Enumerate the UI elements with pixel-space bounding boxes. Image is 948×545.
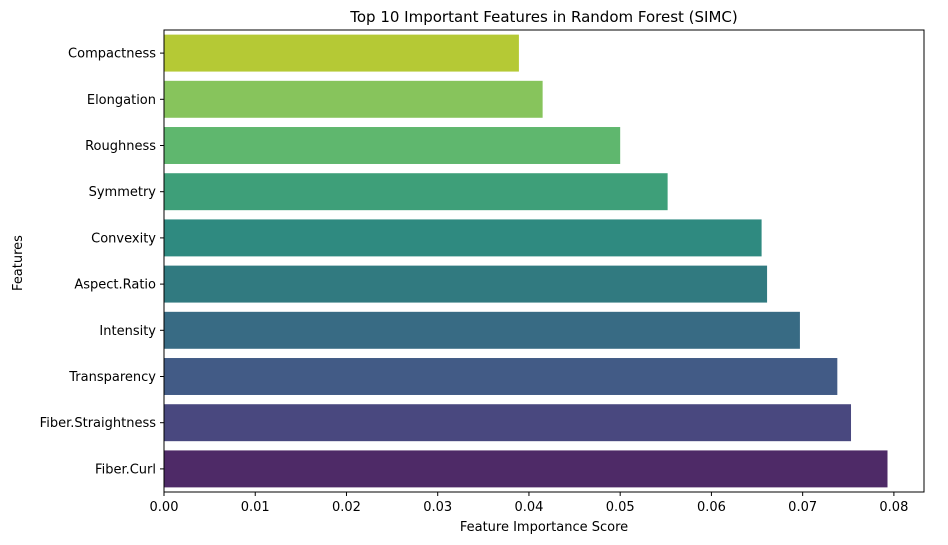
bar [164,219,762,257]
y-axis-ticks: Compactness Elongation Roughness Symmetry Co… [40,47,164,477]
chart-title: Top 10 Important Features in Random Fore… [349,8,738,26]
axes-frame [163,29,925,493]
bar [164,311,800,349]
y-tick-label: Aspect.Ratio [74,278,156,293]
y-tick-label: Compactness [68,47,156,62]
bar [164,80,543,118]
x-tick-label: 0.07 [788,500,817,515]
x-tick-label: 0.05 [606,500,635,515]
x-tick-label: 0.08 [879,500,908,515]
x-axis-ticks: 0.00 0.01 0.02 0.03 0.04 0.05 0.06 0.07 0.08 [150,492,908,515]
y-tick-label: Roughness [85,139,156,154]
y-tick-label: Intensity [99,324,156,339]
bar [164,127,621,164]
y-tick-label: Fiber.Straightness [40,416,157,431]
bar [164,404,852,442]
y-tick-label: Transparency [68,370,156,385]
x-tick-label: 0.04 [514,500,543,515]
y-tick-label: Fiber.Curl [95,462,156,477]
x-axis-label: Feature Importance Score [460,520,628,535]
x-tick-label: 0.06 [697,500,726,515]
bar [164,358,838,395]
y-tick-label: Convexity [91,231,156,246]
y-tick-label: Elongation [87,93,156,108]
bar [164,265,768,303]
x-tick-label: 0.02 [332,500,361,515]
y-axis-label: Features [11,235,26,291]
x-tick-label: 0.01 [241,500,270,515]
x-tick-label: 0.03 [423,500,452,515]
y-tick-label: Symmetry [89,185,157,200]
bars-group [164,34,888,488]
x-tick-label: 0.00 [150,500,179,515]
plot-frame [163,29,925,493]
bar [164,450,888,488]
bar [164,34,519,72]
bar [164,173,668,211]
